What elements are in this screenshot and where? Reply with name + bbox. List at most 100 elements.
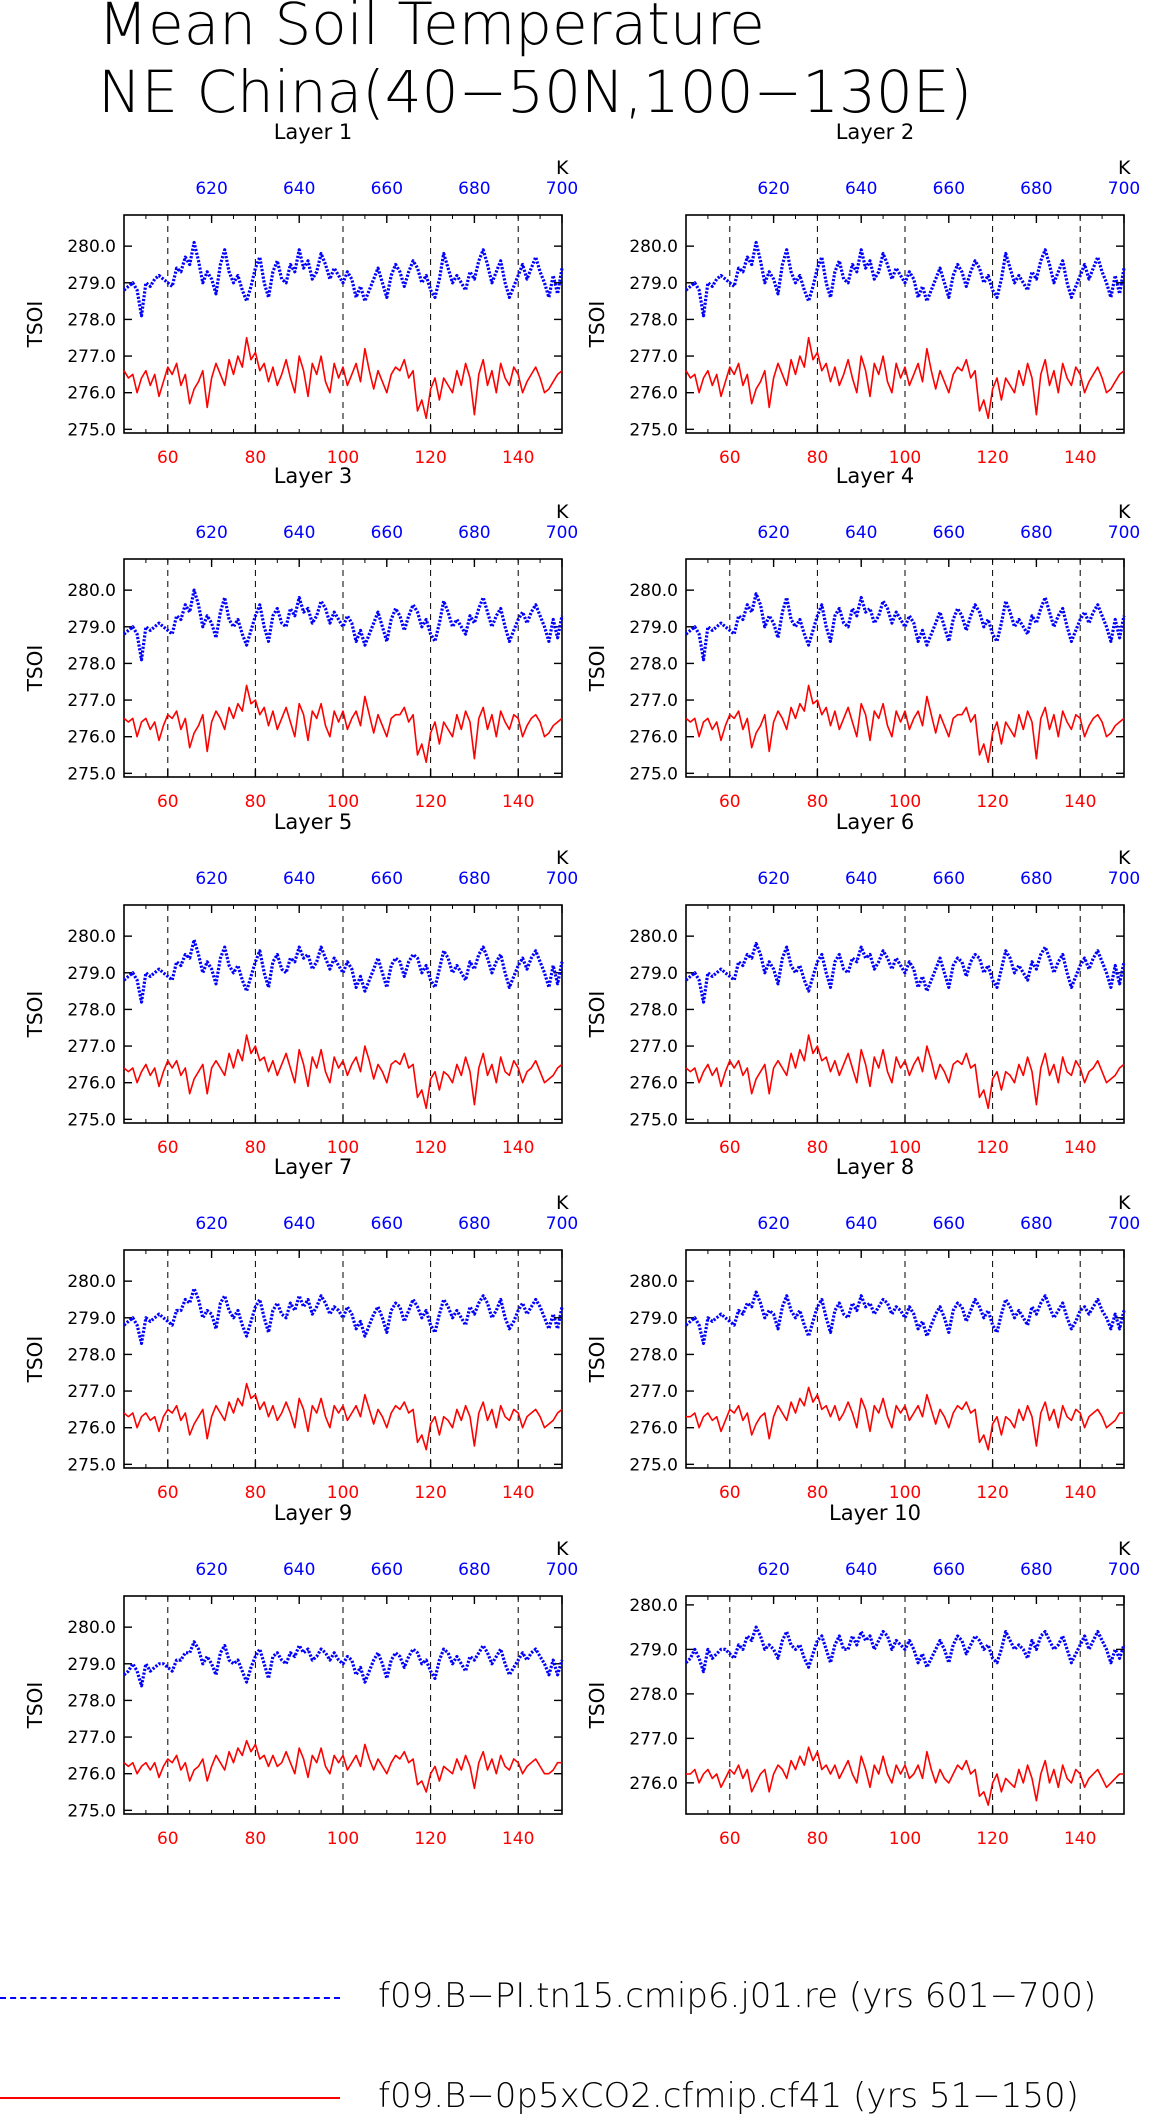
top-axis-unit-label: K [556, 847, 569, 869]
panel-layer-1: Layer 1 K 60 80 100 120 140 620 640 660 680 700 275.… [23, 120, 578, 468]
y-tick-label-277.0: 277.0 [629, 1729, 678, 1749]
top-tick-label-660: 660 [933, 869, 965, 889]
top-tick-label-660: 660 [371, 869, 403, 889]
bottom-tick-label-60: 60 [157, 448, 179, 468]
y-tick-label-277.0: 277.0 [629, 347, 678, 367]
panel-title: Layer 6 [836, 810, 915, 834]
bottom-tick-label-140: 140 [502, 1138, 534, 1158]
y-axis-label: TSOI [585, 645, 609, 693]
top-tick-label-640: 640 [283, 1214, 315, 1234]
panel-layer-7: Layer 7 K 60 80 100 120 140 620 640 660 680 700 275.… [23, 1155, 578, 1503]
top-tick-label-640: 640 [845, 179, 877, 199]
top-tick-label-700: 700 [1108, 523, 1140, 543]
top-tick-label-700: 700 [546, 1214, 578, 1234]
y-axis-label: TSOI [585, 1336, 609, 1384]
y-tick-label-279.0: 279.0 [67, 618, 116, 638]
y-axis-label: TSOI [23, 1682, 47, 1730]
y-tick-label-278.0: 278.0 [629, 1000, 678, 1020]
top-tick-label-680: 680 [1020, 1214, 1052, 1234]
top-tick-label-640: 640 [283, 179, 315, 199]
top-axis-unit-label: K [1118, 501, 1131, 523]
y-tick-label-280.0: 280.0 [67, 1618, 116, 1638]
y-tick-label-275.0: 275.0 [67, 1455, 116, 1475]
top-tick-label-660: 660 [371, 1560, 403, 1580]
bottom-tick-label-60: 60 [157, 1138, 179, 1158]
series-line-blue-yrs-601-700 [684, 1625, 1126, 1674]
y-tick-label-277.0: 277.0 [629, 1382, 678, 1402]
top-tick-label-620: 620 [757, 523, 789, 543]
top-tick-label-620: 620 [757, 1214, 789, 1234]
y-tick-label-276.0: 276.0 [629, 384, 678, 404]
y-tick-label-275.0: 275.0 [67, 1801, 116, 1821]
bottom-tick-label-60: 60 [719, 1829, 741, 1849]
top-axis-unit-label: K [556, 1538, 569, 1560]
series-line-red-yrs-51-150 [123, 336, 563, 420]
bottom-tick-label-80: 80 [807, 448, 829, 468]
y-tick-label-277.0: 277.0 [67, 1037, 116, 1057]
legend-swatch-solid-red [0, 2097, 340, 2099]
panel-title: Layer 10 [829, 1501, 921, 1525]
bottom-tick-label-120: 120 [976, 1829, 1008, 1849]
y-tick-label-278.0: 278.0 [67, 310, 116, 330]
y-tick-label-280.0: 280.0 [629, 1272, 678, 1292]
top-tick-label-700: 700 [1108, 1560, 1140, 1580]
bottom-tick-label-120: 120 [414, 1483, 446, 1503]
y-tick-label-277.0: 277.0 [67, 691, 116, 711]
series-line-blue-yrs-601-700 [122, 588, 564, 662]
top-tick-label-680: 680 [458, 1214, 490, 1234]
y-tick-label-277.0: 277.0 [67, 347, 116, 367]
top-tick-label-660: 660 [933, 1214, 965, 1234]
series-line-red-yrs-51-150 [123, 684, 563, 764]
bottom-tick-label-140: 140 [1064, 1829, 1096, 1849]
bottom-tick-label-140: 140 [1064, 1483, 1096, 1503]
bottom-tick-label-140: 140 [502, 448, 534, 468]
top-tick-label-680: 680 [1020, 179, 1052, 199]
legend-swatch-dashed-blue [0, 1997, 340, 1999]
y-tick-label-277.0: 277.0 [67, 1382, 116, 1402]
panel-layer-2: Layer 2 K 60 80 100 120 140 620 640 660 680 700 275.… [585, 120, 1140, 468]
y-tick-label-278.0: 278.0 [67, 1345, 116, 1365]
bottom-tick-label-120: 120 [414, 448, 446, 468]
top-tick-label-700: 700 [1108, 869, 1140, 889]
y-tick-label-275.0: 275.0 [67, 420, 116, 440]
y-tick-label-277.0: 277.0 [67, 1728, 116, 1748]
bottom-tick-label-100: 100 [327, 1483, 359, 1503]
bottom-tick-label-100: 100 [889, 1829, 921, 1849]
series-line-blue-yrs-601-700 [684, 941, 1126, 1004]
y-tick-label-279.0: 279.0 [629, 1640, 678, 1660]
top-tick-label-680: 680 [458, 523, 490, 543]
top-axis-unit-label: K [1118, 1538, 1131, 1560]
top-tick-label-620: 620 [195, 523, 227, 543]
top-tick-label-680: 680 [1020, 869, 1052, 889]
bottom-tick-label-60: 60 [719, 1138, 741, 1158]
bottom-tick-label-120: 120 [414, 1138, 446, 1158]
top-tick-label-700: 700 [546, 523, 578, 543]
top-tick-label-680: 680 [1020, 1560, 1052, 1580]
top-tick-label-620: 620 [757, 1560, 789, 1580]
top-tick-label-700: 700 [546, 1560, 578, 1580]
panel-layer-9: Layer 9 K 60 80 100 120 140 620 640 660 680 700 275.… [23, 1501, 578, 1849]
bottom-tick-label-100: 100 [327, 1138, 359, 1158]
top-tick-label-700: 700 [1108, 179, 1140, 199]
top-tick-label-640: 640 [845, 1560, 877, 1580]
panel-layer-6: Layer 6 K 60 80 100 120 140 620 640 660 680 700 275.… [585, 810, 1140, 1158]
top-tick-label-620: 620 [195, 179, 227, 199]
y-tick-label-275.0: 275.0 [67, 1110, 116, 1130]
y-tick-label-279.0: 279.0 [629, 964, 678, 984]
bottom-tick-label-80: 80 [245, 1138, 267, 1158]
series-line-red-yrs-51-150 [685, 684, 1125, 764]
y-axis-label: TSOI [23, 301, 47, 349]
top-axis-unit-label: K [1118, 157, 1131, 179]
top-tick-label-640: 640 [283, 523, 315, 543]
y-tick-label-279.0: 279.0 [629, 1309, 678, 1329]
y-tick-label-280.0: 280.0 [67, 927, 116, 947]
bottom-tick-label-80: 80 [807, 1138, 829, 1158]
bottom-tick-label-140: 140 [1064, 792, 1096, 812]
bottom-tick-label-80: 80 [807, 1483, 829, 1503]
bottom-tick-label-100: 100 [327, 1829, 359, 1849]
y-tick-label-278.0: 278.0 [629, 1685, 678, 1705]
y-tick-label-275.0: 275.0 [629, 1455, 678, 1475]
top-tick-label-620: 620 [195, 1560, 227, 1580]
y-tick-label-276.0: 276.0 [629, 1774, 678, 1794]
bottom-tick-label-100: 100 [327, 792, 359, 812]
